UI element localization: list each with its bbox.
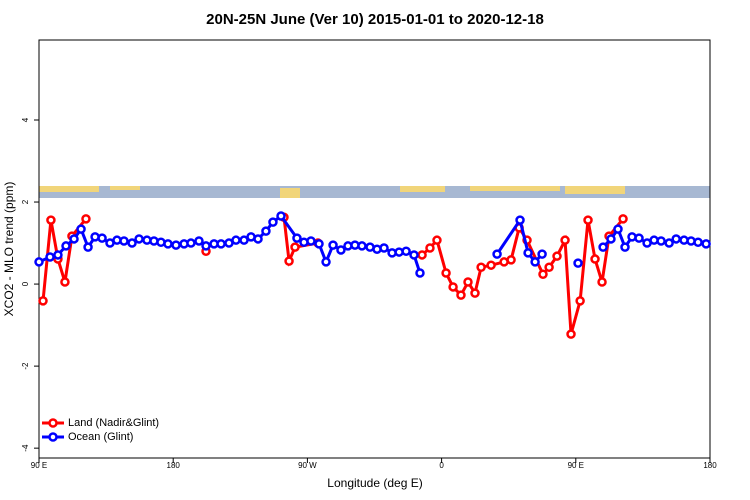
data-point [83,242,93,252]
data-point [486,260,496,270]
data-point [401,246,411,257]
data-point [575,296,585,306]
data-point [597,277,607,287]
data-point [530,257,540,267]
data-point [186,238,196,248]
data-point [194,236,204,246]
legend-marker [48,418,58,428]
data-point [314,239,324,249]
y-axis-label: XCO2 - MLO trend (ppm) [2,182,16,317]
data-point [573,258,583,268]
data-point [231,235,241,245]
x-tick-label: 90 E [31,461,47,470]
data-point [476,262,486,273]
data-point [448,282,458,292]
data-point [34,257,44,267]
chart-title: 20N-25N June (Ver 10) 2015-01-01 to 2020… [206,11,544,28]
data-point [38,296,48,306]
series-line [41,217,625,335]
data-point [290,242,300,252]
data-point [656,236,666,246]
data-point [239,235,249,245]
data-point [268,217,278,227]
data-point [463,277,473,287]
data-point [693,237,703,247]
data-point [69,234,79,244]
data-point [46,215,56,225]
legend-marker [48,432,58,442]
data-point [306,236,316,246]
data-point [515,215,525,225]
data-point [432,235,442,245]
data-point [81,214,91,224]
x-axis-label: Longitude (deg E) [327,476,422,490]
data-point [284,256,294,266]
data-point [53,250,63,260]
data-point [45,252,55,262]
data-point [701,239,711,249]
data-point [409,250,419,260]
data-point [357,241,367,251]
data-point [606,234,616,244]
y-tick-label: 4 [21,117,30,122]
data-point [171,240,181,250]
data-point [537,249,547,259]
data-point [201,241,211,251]
data-point [598,242,608,252]
data-point [456,290,466,300]
y-tick-label: -2 [21,362,30,370]
data-point [620,242,630,252]
data-point [415,268,425,278]
plot-frame [38,39,711,459]
data-point [321,257,331,267]
data-point [97,233,107,243]
data-point [506,255,516,265]
map-strip [39,186,710,198]
x-tick-label: 180 [703,461,717,470]
data-point [492,249,502,259]
data-point [253,234,263,244]
data-point [417,250,427,260]
data-point [328,240,338,250]
data-point [379,243,389,253]
data-point [216,239,226,249]
y-tick-label: 0 [21,281,30,286]
data-point [119,236,129,246]
data-point [60,277,70,287]
data-point [583,215,593,225]
data-point [261,226,271,236]
x-tick-label: 90 E [568,461,584,470]
data-point [276,211,286,221]
data-point [76,224,86,234]
data-point [664,238,674,248]
data-point [538,269,548,279]
data-point [552,251,562,261]
legend-label: Land (Nadir&Glint) [68,417,159,429]
data-point [127,238,137,248]
data-point [441,268,451,278]
data-point [425,243,435,253]
y-tick-label: 2 [21,199,30,204]
x-tick-label: 90 W [298,461,317,470]
data-point [560,235,570,245]
data-point [523,248,533,258]
data-point [163,239,173,249]
legend-label: Ocean (Glint) [68,431,133,443]
x-tick-label: 0 [439,461,444,470]
data-point [634,233,644,243]
y-tick-label: -4 [21,444,30,452]
data-point [671,234,681,244]
data-point [618,214,628,224]
data-point [613,224,623,234]
data-point [566,329,576,339]
data-point [544,262,554,273]
data-point [292,233,302,243]
data-point [61,241,71,251]
x-tick-label: 180 [167,461,181,470]
data-point [590,254,600,264]
data-point [336,245,346,255]
data-point [134,234,144,244]
data-point [470,288,480,298]
